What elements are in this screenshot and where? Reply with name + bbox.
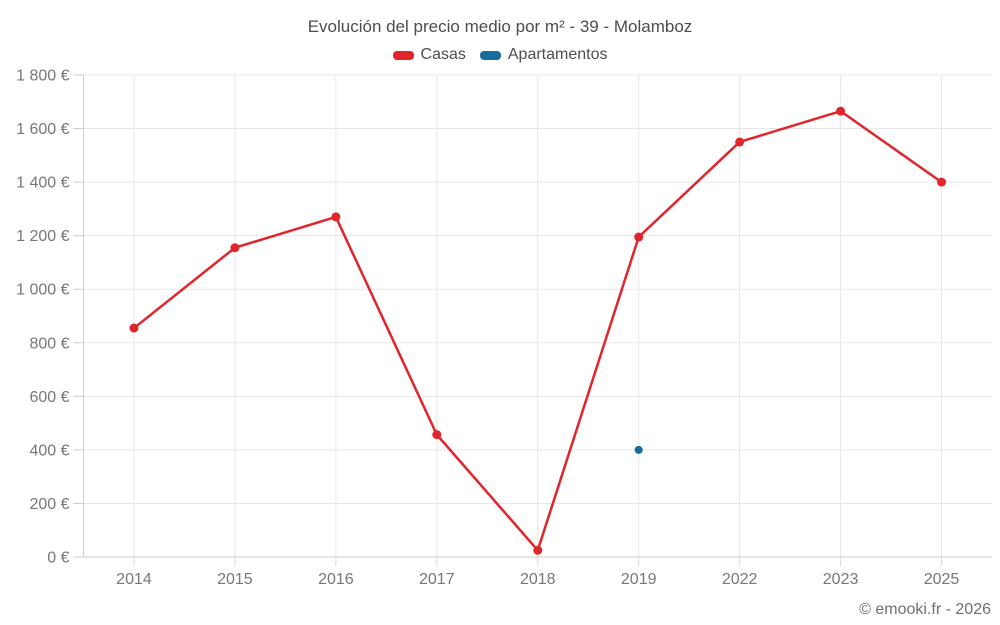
x-tick-label: 2016 bbox=[318, 571, 354, 588]
y-tick-label: 1 800 € bbox=[16, 68, 69, 85]
data-point-casas[interactable] bbox=[129, 323, 139, 333]
y-tick-label: 200 € bbox=[29, 496, 69, 513]
x-tick-label: 2019 bbox=[621, 571, 657, 588]
x-tick-label: 2015 bbox=[217, 571, 253, 588]
data-point-casas[interactable] bbox=[432, 430, 442, 440]
y-tick-label: 1 600 € bbox=[16, 121, 69, 138]
legend-item-apartamentos[interactable]: Apartamentos bbox=[479, 46, 608, 64]
attribution: © emooki.fr - 2026 bbox=[859, 601, 991, 618]
legend-marker-icon bbox=[392, 50, 414, 60]
x-tick-label: 2018 bbox=[520, 571, 556, 588]
data-point-casas[interactable] bbox=[735, 137, 745, 147]
chart-legend: Casas Apartamentos bbox=[0, 46, 1000, 64]
y-tick-label: 1 400 € bbox=[16, 175, 69, 192]
legend-marker-icon bbox=[479, 50, 501, 60]
data-point-casas[interactable] bbox=[230, 243, 240, 253]
y-tick-label: 0 € bbox=[47, 550, 69, 567]
data-point-casas[interactable] bbox=[836, 106, 846, 116]
data-point-casas[interactable] bbox=[331, 212, 341, 222]
data-point-casas[interactable] bbox=[533, 545, 543, 555]
x-tick-label: 2023 bbox=[823, 571, 859, 588]
data-point-casas[interactable] bbox=[937, 177, 947, 187]
chart-title: Evolución del precio medio por m² - 39 -… bbox=[307, 17, 693, 36]
x-tick-label: 2022 bbox=[722, 571, 758, 588]
data-point-casas[interactable] bbox=[634, 232, 644, 242]
legend-item-casas[interactable]: Casas bbox=[392, 46, 466, 64]
data-point-apartamentos[interactable] bbox=[634, 445, 643, 454]
x-tick-label: 2025 bbox=[924, 571, 960, 588]
y-tick-label: 1 000 € bbox=[16, 282, 69, 299]
y-tick-label: 400 € bbox=[29, 442, 69, 459]
y-tick-label: 600 € bbox=[29, 389, 69, 406]
y-tick-label: 800 € bbox=[29, 335, 69, 352]
legend-label: Casas bbox=[420, 46, 466, 63]
legend-label: Apartamentos bbox=[507, 46, 608, 63]
x-tick-label: 2014 bbox=[116, 571, 152, 588]
x-tick-label: 2017 bbox=[419, 571, 455, 588]
y-tick-label: 1 200 € bbox=[16, 228, 69, 245]
